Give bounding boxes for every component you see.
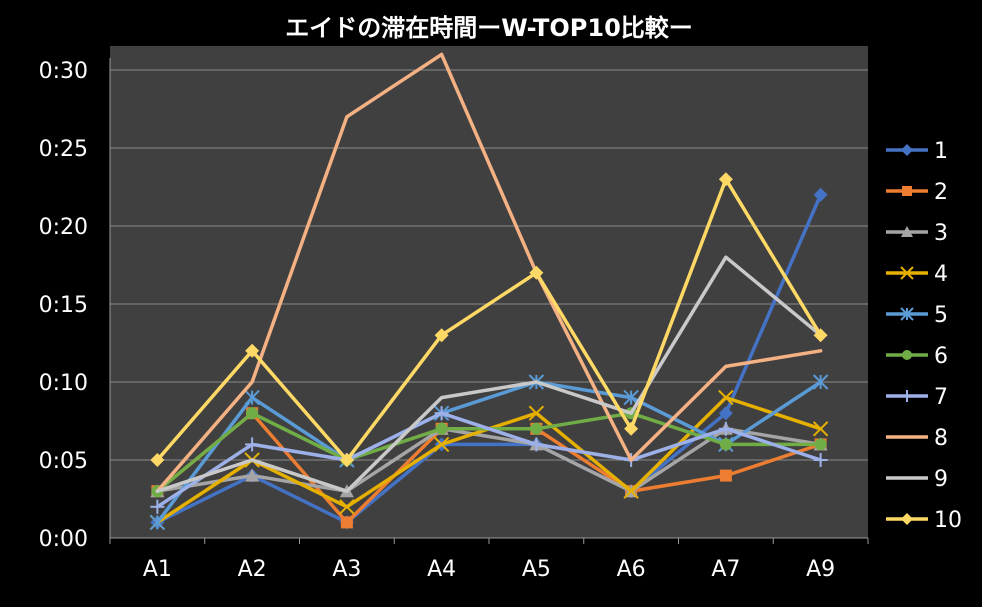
legend-item-10: 10 (886, 508, 962, 533)
data-point (150, 453, 165, 467)
data-point (529, 437, 544, 452)
x-tick-label: A6 (617, 557, 646, 582)
data-point (901, 144, 913, 156)
data-point (529, 265, 544, 280)
legend-label: 6 (934, 344, 948, 369)
legend-label: 5 (934, 303, 948, 328)
data-point (813, 453, 828, 467)
legend-item-1: 1 (886, 139, 948, 164)
series-10 (150, 172, 828, 467)
series-group (149, 52, 829, 531)
marker-stroke (900, 266, 914, 280)
data-point (623, 483, 639, 499)
legend-label: 4 (934, 262, 948, 287)
data-point (434, 406, 449, 421)
data-point (718, 406, 733, 421)
data-point (902, 186, 912, 196)
data-point (814, 438, 827, 451)
data-point (902, 350, 912, 360)
data-point (150, 499, 165, 514)
series-line (155, 193, 823, 525)
data-point (813, 187, 828, 202)
legend-item-5: 5 (886, 303, 948, 328)
marker-stroke (528, 405, 545, 421)
legend-item-2: 2 (886, 180, 948, 205)
legend-label: 3 (934, 221, 948, 246)
data-point (149, 514, 166, 531)
data-point (812, 374, 829, 390)
data-point (435, 422, 448, 435)
data-point (528, 405, 545, 421)
series-line (155, 380, 823, 525)
y-tick-label: 0:00 (39, 527, 88, 552)
data-point (339, 499, 355, 515)
legend: 1 2 3 4 5 6 7 8 9 10 (886, 139, 962, 533)
data-point (719, 438, 732, 451)
data-point (718, 421, 733, 436)
legend-item-4: 4 (886, 262, 948, 287)
series-line (155, 52, 823, 493)
data-point (434, 328, 449, 343)
x-tick-label: A4 (427, 557, 456, 582)
series-8 (155, 52, 823, 493)
series-7 (150, 406, 828, 514)
data-point (718, 389, 734, 406)
data-point (340, 516, 353, 529)
series-9 (155, 255, 823, 493)
marker-stroke (433, 436, 450, 453)
legend-item-8: 8 (886, 426, 948, 451)
legend-item-9: 9 (886, 467, 948, 492)
data-point (433, 436, 450, 453)
data-point (812, 421, 829, 437)
legend-label: 7 (934, 385, 948, 410)
legend-item-6: 6 (886, 344, 948, 369)
x-tick-label: A3 (332, 557, 361, 582)
data-point (246, 407, 259, 420)
data-point (900, 307, 914, 321)
data-point (245, 343, 260, 358)
y-tick-label: 0:05 (39, 449, 88, 474)
data-point (718, 172, 733, 187)
data-point (813, 328, 828, 343)
marker-stroke (339, 499, 355, 515)
series-line (155, 255, 823, 493)
axes: 0:00 0:05 0:10 0:15 0:20 0:25 0:30 A1 A2 A3 A4 A5 A6… (39, 58, 869, 582)
data-point (901, 390, 913, 402)
series-line (155, 411, 823, 509)
data-point (719, 469, 732, 482)
data-point (624, 421, 639, 436)
legend-label: 8 (934, 426, 948, 451)
y-tick-label: 0:20 (39, 215, 88, 240)
chart-title: エイドの滞在時間ーW-TOP10比較ー (285, 14, 693, 42)
data-point (339, 453, 354, 467)
x-tick-label: A1 (143, 557, 172, 582)
legend-label: 9 (934, 467, 948, 492)
legend-item-7: 7 (886, 385, 948, 410)
data-point (530, 422, 543, 435)
data-point (900, 266, 914, 280)
marker-stroke (718, 389, 734, 406)
data-point (245, 468, 260, 482)
y-tick-label: 0:10 (39, 371, 88, 396)
data-point (901, 226, 913, 237)
legend-label: 2 (934, 180, 948, 205)
x-tick-label: A7 (711, 557, 740, 582)
legend-item-3: 3 (886, 221, 948, 246)
data-point (245, 437, 260, 452)
x-tick-label: A5 (522, 557, 551, 582)
y-tick-label: 0:15 (39, 293, 88, 318)
x-tick-label: A9 (806, 557, 835, 582)
legend-label: 10 (934, 508, 962, 533)
marker-stroke (623, 483, 639, 499)
y-tick-label: 0:25 (39, 137, 88, 162)
data-point (901, 513, 913, 525)
x-tick-label: A2 (238, 557, 267, 582)
legend-label: 1 (934, 139, 948, 164)
marker-stroke (812, 421, 829, 437)
series-line (155, 177, 823, 462)
data-point (244, 389, 260, 406)
y-tick-label: 0:30 (39, 59, 88, 84)
